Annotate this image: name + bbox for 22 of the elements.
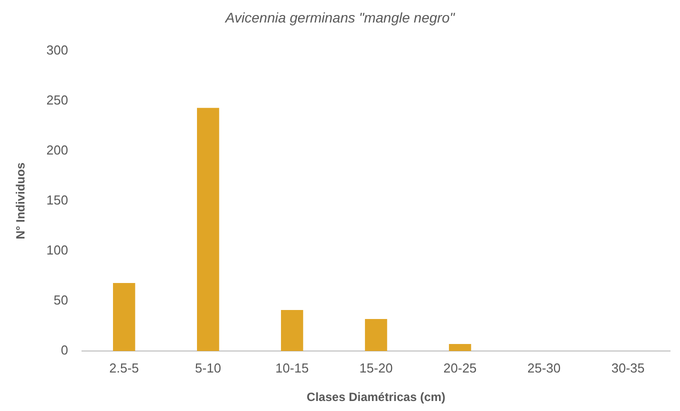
y-tick-label: 100 (46, 242, 68, 258)
x-tick-label: 30-35 (611, 360, 645, 376)
bar (364, 318, 388, 351)
y-tick-label: 0 (60, 342, 68, 358)
x-tick-label: 25-30 (527, 360, 561, 376)
y-axis-title: N° Individuos (14, 162, 28, 240)
x-tick-label: 2.5-5 (109, 360, 139, 376)
y-tick-label: 50 (54, 292, 68, 308)
bar (112, 282, 136, 351)
y-tick-label: 150 (46, 192, 68, 208)
y-tick-label: 250 (46, 92, 68, 108)
bar (196, 108, 220, 351)
y-tick-label: 300 (46, 42, 68, 58)
y-tick-label: 200 (46, 142, 68, 158)
x-tick-label: 10-15 (275, 360, 309, 376)
x-tick-label: 20-25 (443, 360, 477, 376)
x-tick-label: 15-20 (359, 360, 393, 376)
bar (448, 344, 472, 351)
chart-title: Avicennia germinans "mangle negro" (224, 9, 456, 26)
bar (280, 310, 304, 351)
x-tick-label: 5-10 (195, 360, 222, 376)
x-axis-title: Clases Diamétricas (cm) (306, 390, 446, 404)
